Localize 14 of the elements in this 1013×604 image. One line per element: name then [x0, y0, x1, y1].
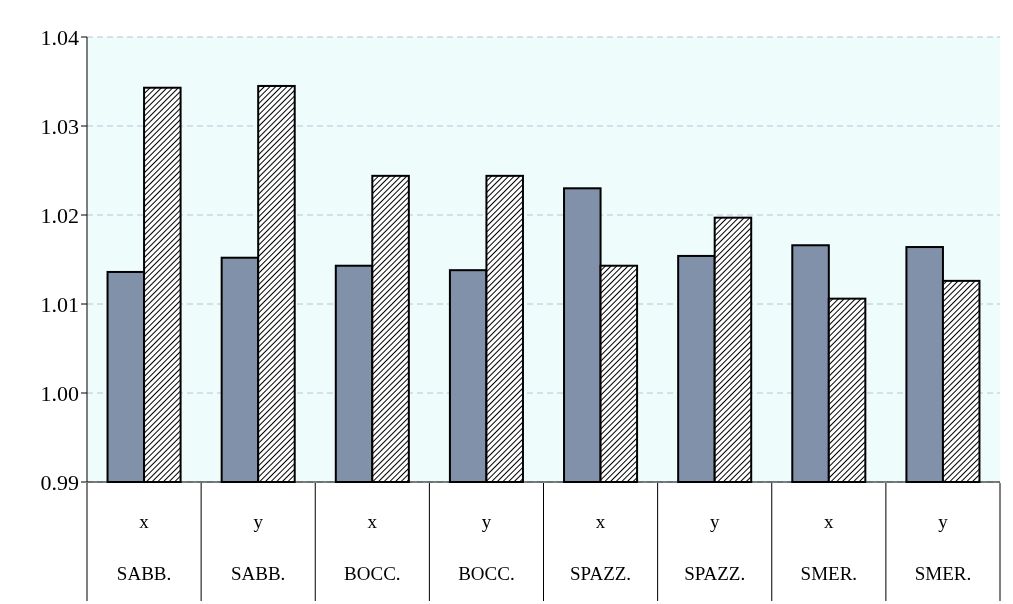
- category-label: y BOCC.: [458, 511, 515, 584]
- category-label: x SABB.: [116, 511, 172, 584]
- y-tick-label: 1.02: [40, 202, 79, 228]
- category-label: y SABB.: [230, 511, 286, 584]
- category-label: x BOCC.: [344, 511, 401, 584]
- y-tick-label: 1.04: [40, 24, 79, 50]
- category-label: x SPAZZ.: [570, 511, 632, 584]
- y-tick-label: 1.01: [40, 291, 79, 317]
- y-tick-label: 0.99: [40, 469, 79, 495]
- category-label: x SMER.: [800, 511, 858, 584]
- y-tick-label: 1.03: [40, 113, 79, 139]
- category-label: y SMER.: [914, 511, 972, 584]
- y-tick-label: 1.00: [40, 380, 79, 406]
- category-label: y SPAZZ.: [684, 511, 746, 584]
